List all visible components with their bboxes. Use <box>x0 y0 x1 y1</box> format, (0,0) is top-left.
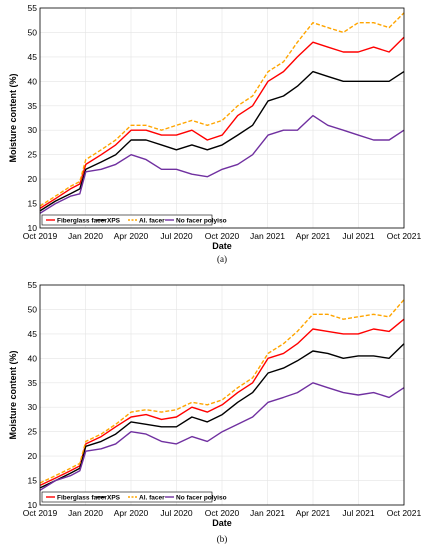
y-tick-label: 50 <box>28 27 38 37</box>
y-tick-label: 45 <box>28 329 38 339</box>
series-line-no-facer-polyiso <box>39 114 405 214</box>
x-tick-label: Oct 2019 <box>23 231 58 241</box>
legend-entry: No facer polyiso <box>176 494 227 501</box>
series-line-fiberglass-facer <box>39 318 405 487</box>
x-tick-label: Jan 2020 <box>68 231 103 241</box>
series-line-xps <box>39 343 405 489</box>
y-tick-label: 55 <box>28 280 38 290</box>
figure-caption: (b) <box>217 534 228 544</box>
x-tick-label: Oct 2020 <box>205 508 240 518</box>
x-tick-label: Oct 2019 <box>23 508 58 518</box>
y-tick-label: 30 <box>28 125 38 135</box>
x-tick-label: Apr 2021 <box>296 231 331 241</box>
y-tick-label: 25 <box>28 427 38 437</box>
x-tick-label: Apr 2020 <box>114 231 149 241</box>
y-axis-label: Moisture content (%) <box>8 73 18 162</box>
chart-panel-b: 10 15 20 25 30 35 40 45 50 55 Oct 2019 Jan 2020 Apr … <box>8 280 422 544</box>
series-line-no-facer-polyiso <box>39 382 405 491</box>
y-tick-label: 40 <box>28 353 38 363</box>
x-axis-label: Date <box>212 241 232 251</box>
y-tick-label: 55 <box>28 3 38 13</box>
legend-entry: Fiberglass facer <box>57 217 107 224</box>
x-tick-label: Jul 2021 <box>342 231 374 241</box>
x-tick-label: Jan 2021 <box>250 508 285 518</box>
figure-caption: (a) <box>217 254 227 264</box>
y-tick-label: 35 <box>28 101 38 111</box>
legend-entry: XPS <box>107 217 121 224</box>
x-tick-label: Jul 2020 <box>160 508 192 518</box>
axes-frame <box>39 284 405 506</box>
y-tick-label: 20 <box>28 451 38 461</box>
x-tick-label: Oct 2020 <box>205 231 240 241</box>
legend-box <box>41 214 213 226</box>
series-line-al-facer <box>39 299 405 484</box>
x-tick-label: Oct 2021 <box>387 231 422 241</box>
x-tick-label: Jan 2021 <box>250 231 285 241</box>
series-line-xps <box>39 70 405 212</box>
legend-entry: XPS <box>107 494 121 501</box>
y-tick-label: 40 <box>28 76 38 86</box>
legend-entry: Al. facer <box>139 494 165 501</box>
x-axis-label: Date <box>212 518 232 528</box>
y-tick-label: 15 <box>28 199 38 209</box>
x-tick-label: Jul 2020 <box>160 231 192 241</box>
legend-entry: No facer polyiso <box>176 217 227 224</box>
axes-frame <box>39 7 405 229</box>
x-tick-label: Apr 2020 <box>114 508 149 518</box>
x-tick-label: Oct 2021 <box>387 508 422 518</box>
series-line-fiberglass-facer <box>39 36 405 209</box>
legend-entry: Fiberglass facer <box>57 494 107 501</box>
y-tick-label: 45 <box>28 52 38 62</box>
y-tick-label: 10 <box>28 500 38 510</box>
y-tick-label: 25 <box>28 150 38 160</box>
y-tick-label: 30 <box>28 402 38 412</box>
x-tick-label: Jan 2020 <box>68 508 103 518</box>
legend-box <box>41 491 213 503</box>
series-line-al-facer <box>39 12 405 207</box>
y-tick-label: 20 <box>28 174 38 184</box>
chart-panel-a: 10 15 20 25 30 35 40 45 50 55 Oct 2019 Jan 2020 Apr … <box>8 3 422 264</box>
y-tick-label: 10 <box>28 223 38 233</box>
y-axis-label: Moisture content (%) <box>8 350 18 439</box>
y-tick-label: 15 <box>28 476 38 486</box>
x-tick-label: Jul 2021 <box>342 508 374 518</box>
y-tick-label: 35 <box>28 378 38 388</box>
y-tick-label: 50 <box>28 304 38 314</box>
x-tick-label: Apr 2021 <box>296 508 331 518</box>
legend-entry: Al. facer <box>139 217 165 224</box>
